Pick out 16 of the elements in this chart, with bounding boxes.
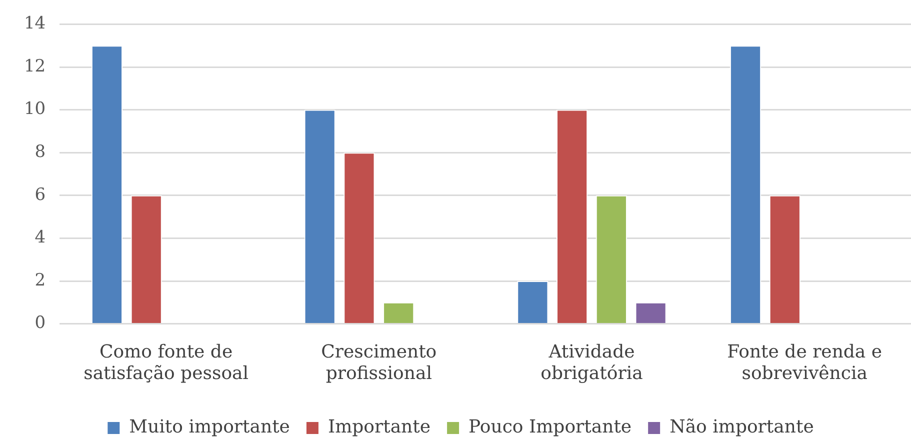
legend-label: Muito importante — [129, 416, 290, 438]
y-tick-label: 0 — [34, 313, 46, 334]
x-tick-label: Como fonte de satisfação pessoal — [84, 341, 249, 384]
x-tick-label: Fonte de renda e sobrevivência — [727, 341, 882, 384]
y-tick-label: 2 — [34, 270, 46, 290]
x-tick-label: Crescimento profissional — [321, 341, 437, 384]
y-tick-label: 8 — [34, 142, 46, 162]
y-tick-label: 6 — [34, 184, 46, 205]
y-tick-label: 14 — [24, 14, 46, 34]
y-tick-label: 12 — [24, 56, 46, 76]
y-tick-label: 10 — [24, 99, 46, 120]
legend-label: Pouco Importante — [468, 416, 632, 438]
legend-label: Importante — [328, 416, 431, 438]
x-tick-label: Atividade obrigatória — [540, 341, 644, 384]
y-tick-label: 4 — [34, 228, 46, 248]
legend-label: Não importante — [670, 416, 814, 438]
